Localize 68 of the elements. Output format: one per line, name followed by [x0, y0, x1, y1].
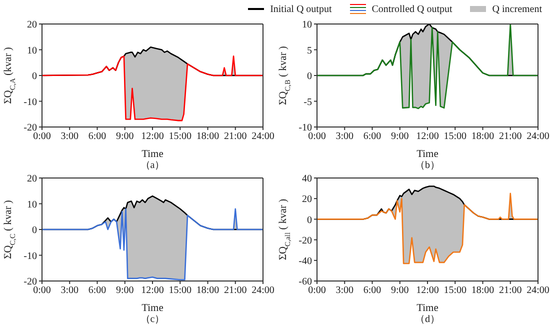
x-tick-label: 6:00 [363, 131, 382, 142]
text: （a） [140, 160, 165, 171]
x-tick-label: 21:00 [224, 131, 247, 142]
y-tick-label: -20 [298, 235, 312, 246]
x-tick-label: 18:00 [196, 131, 220, 142]
text: （d） [415, 314, 440, 325]
x-tick-label: 0:00 [33, 285, 51, 296]
y-tick-label: 5 [307, 45, 312, 56]
y-tick-label: 20 [27, 174, 37, 185]
x-tick-label: 21:00 [224, 285, 247, 296]
x-axis-title: Time [416, 149, 439, 160]
x-tick-label: 9:00 [116, 285, 134, 296]
x-tick-label: 6:00 [363, 285, 382, 296]
y-tick-label: -20 [24, 122, 37, 134]
y-tick-label: 0 [32, 225, 37, 236]
x-tick-label: 0:00 [308, 131, 326, 142]
y-tick-label: -10 [298, 122, 312, 134]
x-tick-label: 24:00 [252, 285, 274, 296]
legend-label: Controlled Q output [372, 4, 452, 14]
y-tick-label: 10 [27, 45, 37, 56]
x-tick-label: 3:00 [60, 131, 79, 142]
x-tick-label: 21:00 [498, 285, 522, 296]
x-tick-label: 15:00 [168, 131, 192, 142]
x-tick-label: 24:00 [526, 285, 550, 296]
x-tick-label: 12:00 [141, 285, 164, 296]
y-tick-label: -40 [298, 256, 312, 267]
text: （b） [415, 160, 440, 171]
legend-label: Initial Q output [270, 4, 332, 14]
y-tick-label: 0 [307, 71, 312, 82]
x-tick-label: 21:00 [498, 131, 522, 142]
text: Q increment [492, 4, 542, 14]
y-tick-label: -60 [298, 276, 312, 288]
x-tick-label: 9:00 [390, 285, 409, 296]
x-tick-label: 6:00 [88, 131, 106, 142]
x-axis-title: Time [142, 149, 164, 160]
y-tick-label: 0 [307, 214, 312, 226]
text: （c） [140, 314, 165, 325]
x-tick-label: 12:00 [416, 285, 439, 296]
x-tick-label: 18:00 [471, 285, 494, 296]
y-tick-label: -10 [24, 250, 37, 262]
y-tick-label: 20 [27, 20, 37, 31]
x-tick-label: 9:00 [390, 131, 409, 142]
x-tick-label: 24:00 [252, 131, 274, 142]
x-tick-label: 3:00 [60, 285, 79, 296]
x-tick-label: 12:00 [141, 131, 164, 142]
x-tick-label: 9:00 [116, 131, 134, 142]
x-tick-label: 15:00 [168, 285, 192, 296]
x-tick-label: 15:00 [444, 285, 467, 296]
y-tick-label: 10 [302, 20, 312, 31]
x-tick-label: 6:00 [88, 285, 106, 296]
x-tick-label: 0:00 [33, 131, 51, 142]
x-tick-label: 3:00 [336, 285, 354, 296]
y-tick-label: 40 [302, 174, 312, 185]
y-tick-label: 20 [302, 194, 312, 206]
y-tick-label: 0 [32, 71, 37, 82]
x-tick-label: 18:00 [471, 131, 494, 142]
x-tick-label: 12:00 [416, 131, 439, 142]
x-tick-label: 18:00 [196, 285, 220, 296]
x-axis-title: Time [416, 303, 439, 314]
x-tick-label: 3:00 [336, 131, 354, 142]
x-tick-label: 0:00 [308, 285, 326, 296]
y-tick-label: -10 [24, 96, 37, 108]
x-tick-label: 15:00 [444, 131, 467, 142]
x-axis-title: Time [142, 303, 164, 314]
y-tick-label: -5 [304, 96, 312, 108]
y-tick-label: 10 [27, 199, 37, 210]
x-tick-label: 24:00 [526, 131, 550, 142]
y-tick-label: -20 [24, 276, 37, 288]
